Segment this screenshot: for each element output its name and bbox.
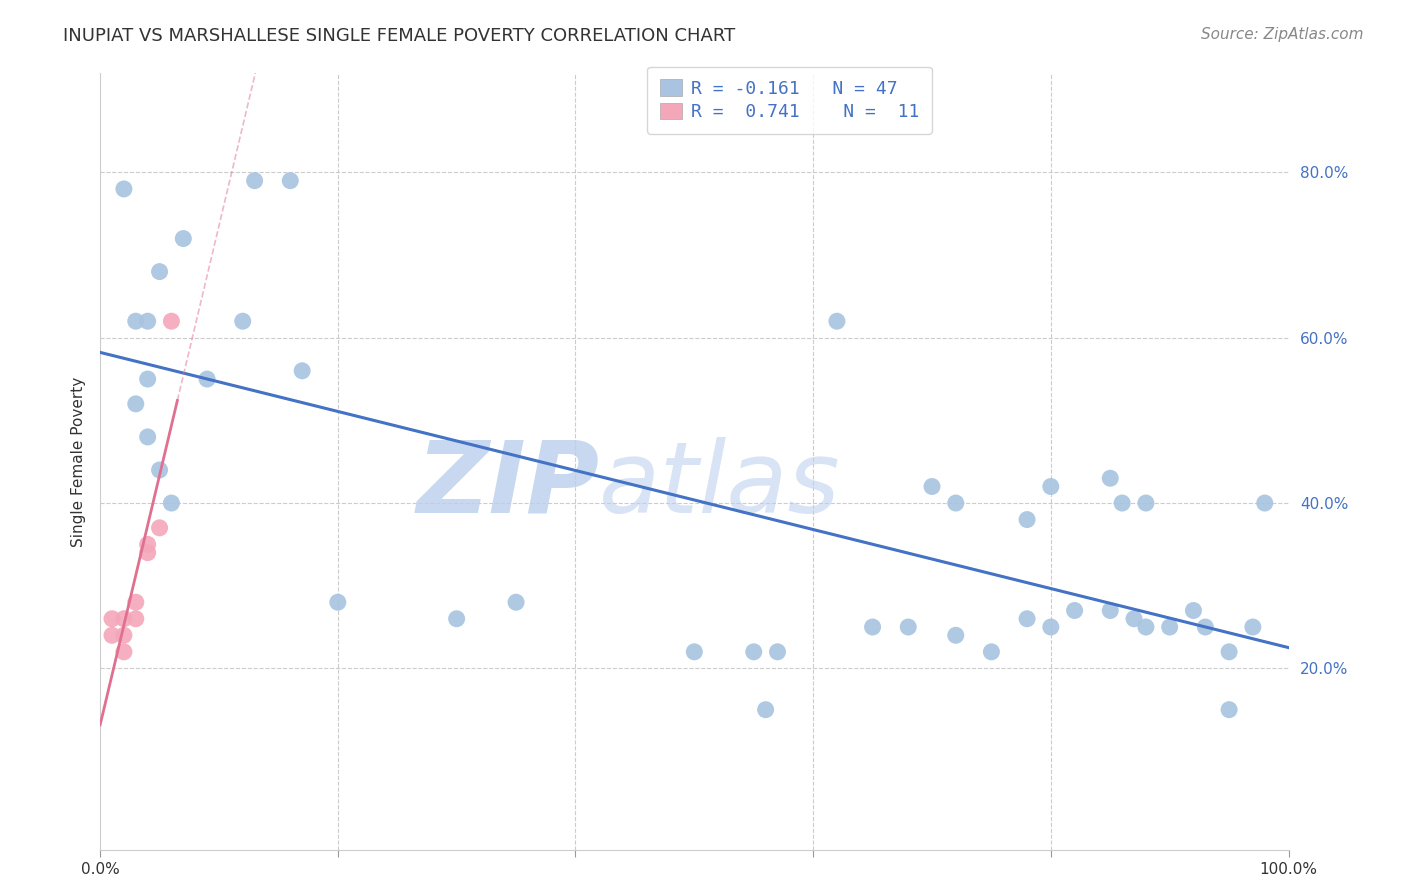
Point xyxy=(125,397,148,411)
Point xyxy=(921,479,943,493)
Point xyxy=(862,620,884,634)
Point xyxy=(101,628,124,642)
Point xyxy=(112,645,135,659)
Point xyxy=(1111,496,1133,510)
Point xyxy=(136,430,159,444)
Point xyxy=(1135,496,1157,510)
Point xyxy=(766,645,789,659)
Point xyxy=(1039,620,1062,634)
Point xyxy=(125,314,148,328)
Point xyxy=(1015,612,1038,626)
Point xyxy=(291,364,314,378)
Y-axis label: Single Female Poverty: Single Female Poverty xyxy=(72,376,86,547)
Point xyxy=(945,496,967,510)
Point xyxy=(148,264,170,278)
Text: Source: ZipAtlas.com: Source: ZipAtlas.com xyxy=(1201,27,1364,42)
Point xyxy=(172,231,194,245)
Point xyxy=(278,174,301,188)
Point xyxy=(1159,620,1181,634)
Point xyxy=(160,496,183,510)
Point xyxy=(1063,603,1085,617)
Point xyxy=(1123,612,1146,626)
Point xyxy=(326,595,349,609)
Point xyxy=(148,521,170,535)
Point xyxy=(1099,471,1122,485)
Point xyxy=(195,372,218,386)
Point xyxy=(505,595,527,609)
Point xyxy=(243,174,266,188)
Point xyxy=(1218,645,1240,659)
Point xyxy=(136,372,159,386)
Point xyxy=(160,314,183,328)
Point xyxy=(112,628,135,642)
Point xyxy=(101,612,124,626)
Point xyxy=(945,628,967,642)
Legend: R = -0.161   N = 47, R =  0.741    N =  11: R = -0.161 N = 47, R = 0.741 N = 11 xyxy=(647,67,932,134)
Point xyxy=(1241,620,1264,634)
Point xyxy=(1039,479,1062,493)
Point xyxy=(136,537,159,551)
Point xyxy=(1099,603,1122,617)
Point xyxy=(755,703,778,717)
Point xyxy=(148,463,170,477)
Point xyxy=(1135,620,1157,634)
Point xyxy=(1218,703,1240,717)
Point xyxy=(136,314,159,328)
Point xyxy=(232,314,254,328)
Point xyxy=(112,612,135,626)
Point xyxy=(125,612,148,626)
Point xyxy=(683,645,706,659)
Point xyxy=(897,620,920,634)
Point xyxy=(980,645,1002,659)
Point xyxy=(125,595,148,609)
Point xyxy=(112,182,135,196)
Text: ZIP: ZIP xyxy=(416,436,599,533)
Point xyxy=(742,645,765,659)
Text: atlas: atlas xyxy=(599,436,841,533)
Point xyxy=(1194,620,1216,634)
Point xyxy=(1254,496,1277,510)
Point xyxy=(1015,512,1038,526)
Point xyxy=(1182,603,1205,617)
Point xyxy=(136,546,159,560)
Point xyxy=(446,612,468,626)
Point xyxy=(825,314,848,328)
Text: INUPIAT VS MARSHALLESE SINGLE FEMALE POVERTY CORRELATION CHART: INUPIAT VS MARSHALLESE SINGLE FEMALE POV… xyxy=(63,27,735,45)
